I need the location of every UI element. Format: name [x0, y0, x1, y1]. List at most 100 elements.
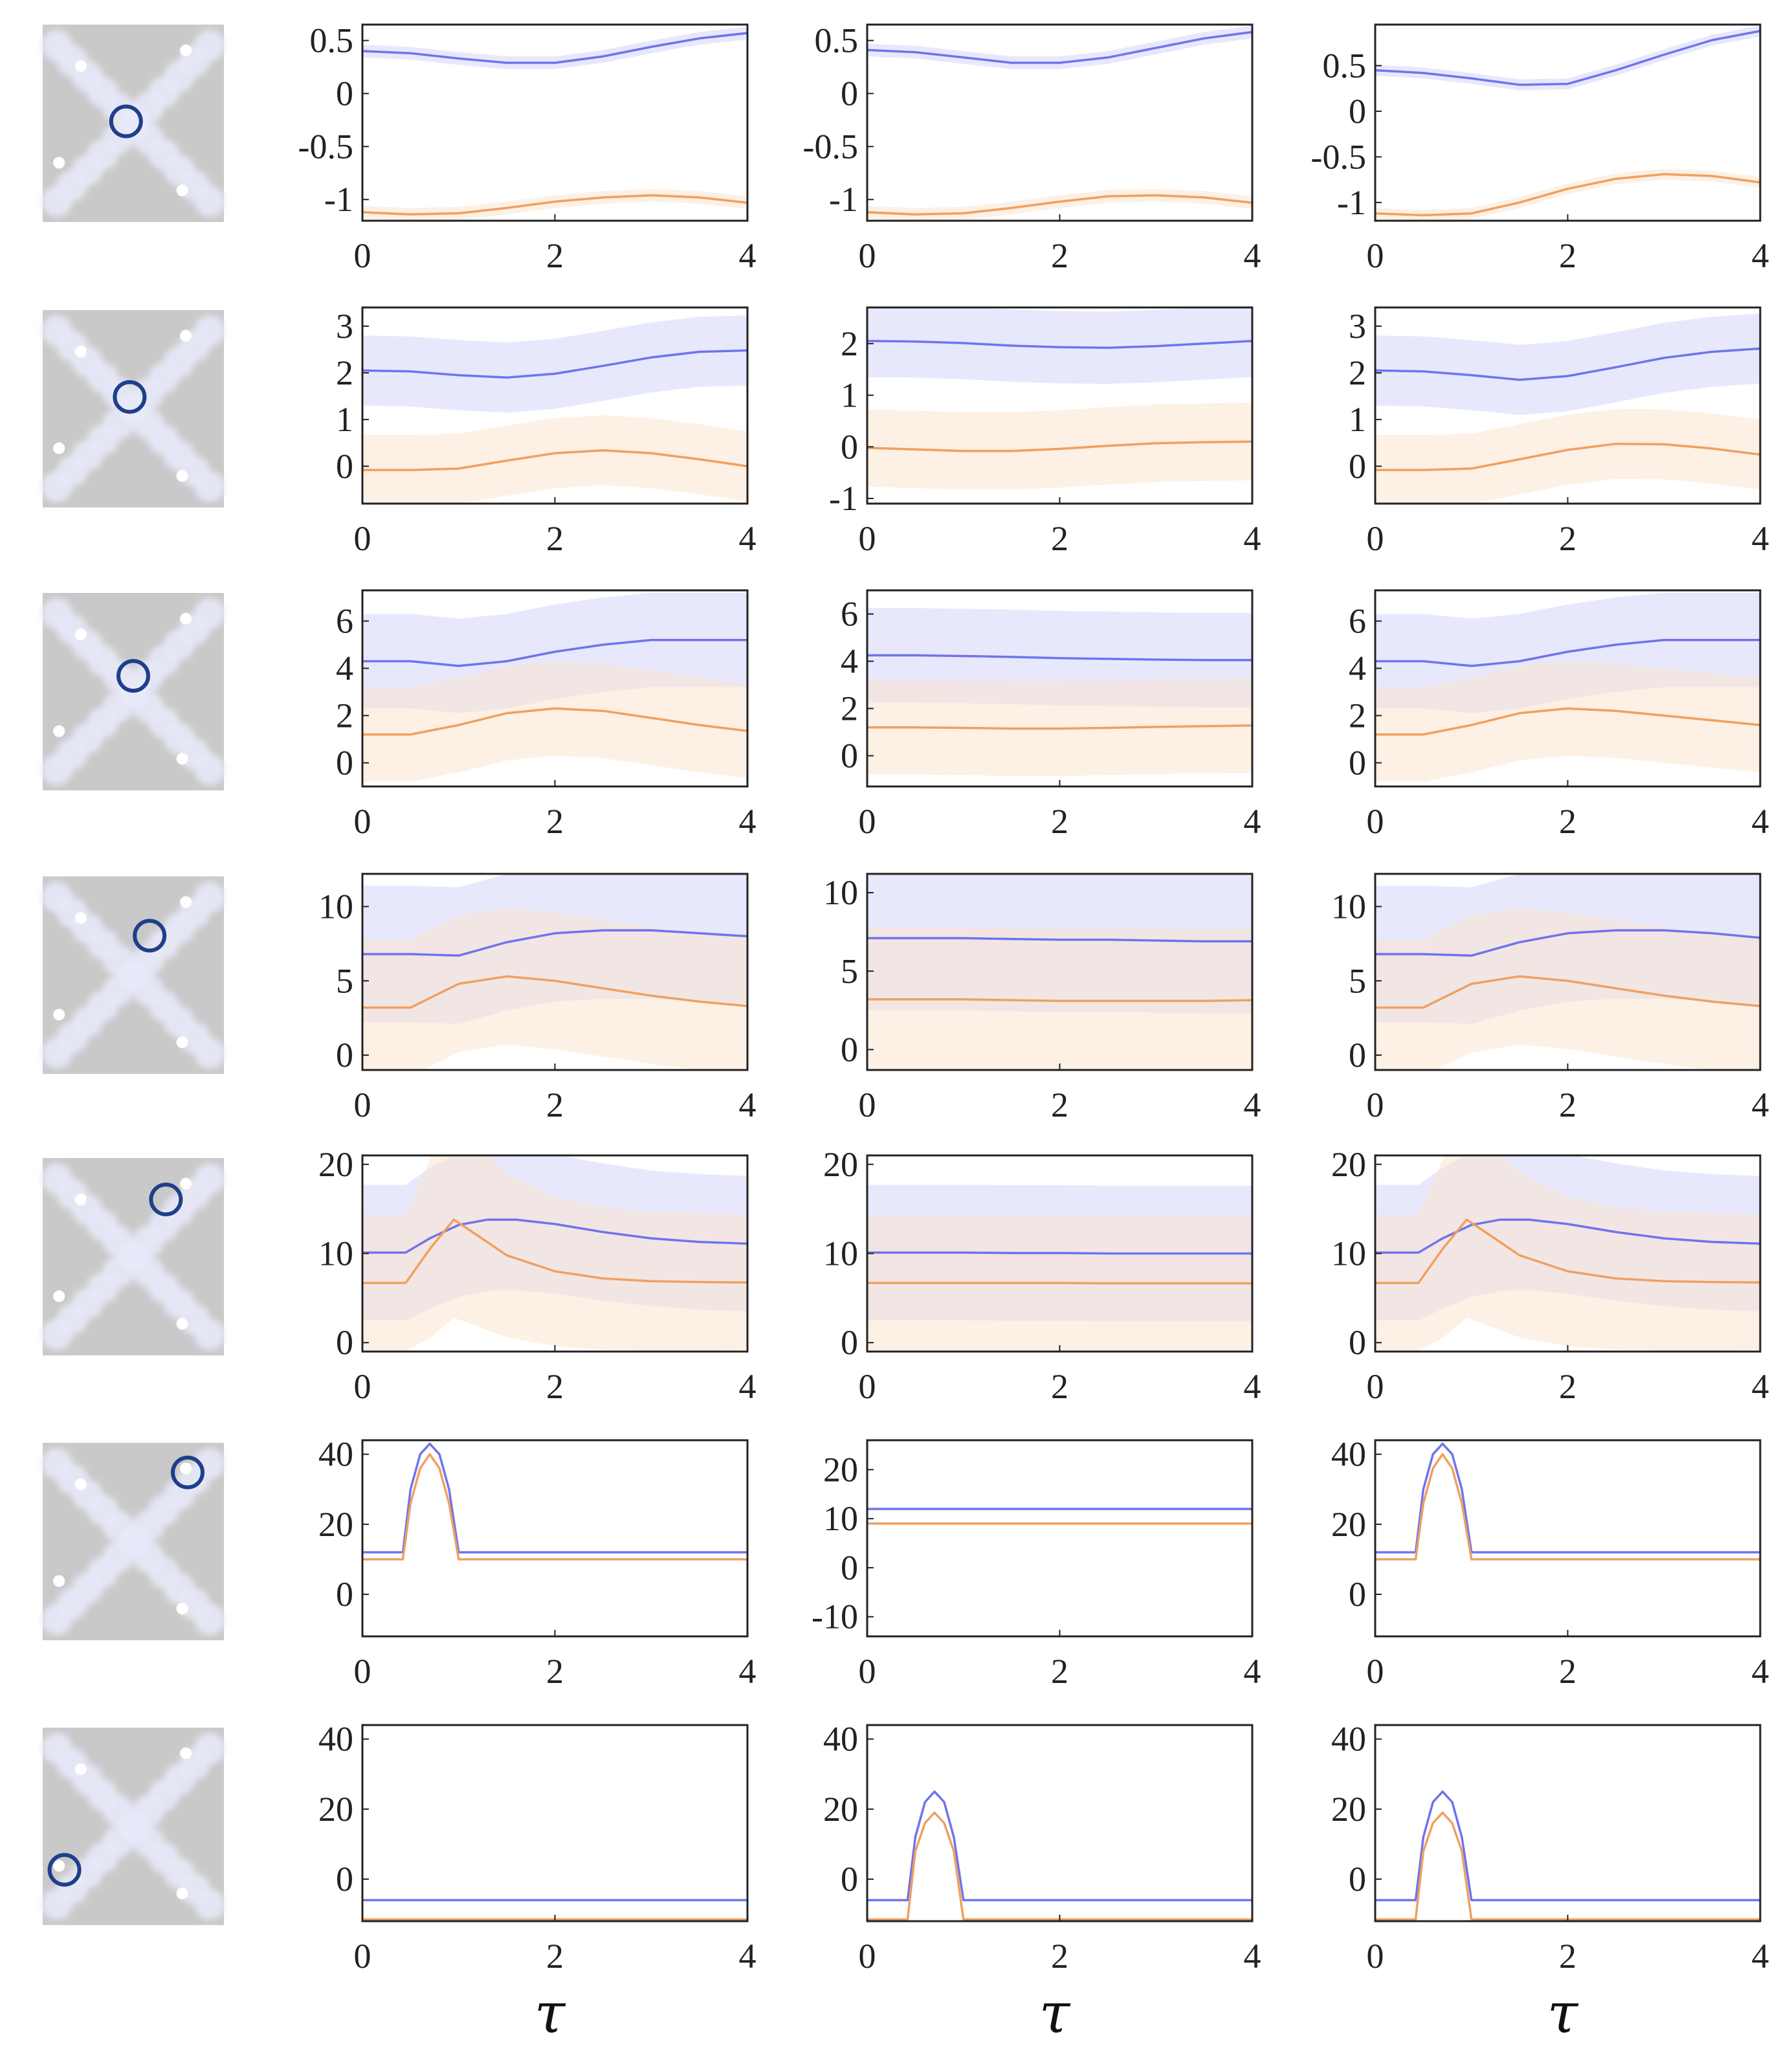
subplot-r3-c2: 0 2 4 6 4 2 0 — [841, 589, 1261, 841]
blue-series-line — [362, 1218, 747, 1254]
orange-uncertainty-band — [1375, 1155, 1760, 1351]
x-tick-label: 4 — [739, 1367, 757, 1406]
x-tick-label: 0 — [859, 519, 876, 558]
x-tick-label: 2 — [546, 236, 564, 275]
y-tick-label: -10 — [812, 1598, 858, 1636]
y-tick-label: -1 — [1337, 183, 1366, 222]
x-tick-label: 0 — [354, 1367, 371, 1406]
blue-series-line — [362, 638, 747, 667]
corner-dot — [180, 612, 192, 625]
x-tick-label: 0 — [354, 802, 371, 841]
y-tick-label: 20 — [823, 1790, 858, 1829]
blue-series-line — [1375, 929, 1760, 957]
y-tick-label: 0 — [841, 1030, 858, 1069]
subplot-r7-c1: 0 2 4 40 20 0 — [318, 1720, 757, 1976]
x-tick-label: 4 — [1752, 1937, 1769, 1976]
y-tick-label: 4 — [336, 649, 353, 687]
orange-uncertainty-band — [1375, 908, 1760, 1070]
x-tick-label: 0 — [859, 1086, 876, 1124]
corner-dot — [176, 470, 188, 482]
x-shape — [41, 882, 225, 1069]
x-shape — [41, 598, 225, 785]
plot-area — [362, 1725, 747, 1921]
blue-series-line — [1375, 347, 1760, 381]
x-tick-label: 2 — [1559, 1367, 1576, 1406]
y-tick-label: 0 — [336, 447, 353, 485]
y-tick-label: 10 — [823, 873, 858, 912]
corner-dot — [74, 1478, 87, 1491]
y-tick-label: 0 — [336, 1323, 353, 1362]
y-tick-label: 20 — [318, 1145, 353, 1184]
x-tick-label: 0 — [354, 519, 371, 558]
plot-area — [867, 1440, 1252, 1636]
y-tick-label: 10 — [823, 1499, 858, 1538]
y-tick-label: -0.5 — [1311, 137, 1366, 176]
corner-dot — [53, 1290, 65, 1302]
corner-dot — [176, 1318, 188, 1330]
y-tick-label: -0.5 — [298, 127, 353, 166]
corner-dot — [53, 1860, 65, 1872]
corner-dot — [74, 1194, 87, 1206]
subplot-r2-c1: 0 2 4 3 2 1 0 — [336, 306, 757, 558]
corner-dot — [53, 157, 65, 169]
x-tick-label: 2 — [546, 1367, 564, 1406]
marker-circle — [133, 919, 167, 953]
x-tick-label: 2 — [1051, 519, 1068, 558]
marker-thumbnail — [41, 876, 225, 1074]
x-tick-label: 2 — [1559, 236, 1576, 275]
subplot-r2-c3: 0 2 4 3 2 1 0 — [1349, 306, 1769, 558]
x-tick-label: 4 — [739, 802, 757, 841]
corner-dot — [74, 629, 87, 641]
blue-series-line — [867, 30, 1252, 64]
y-tick-label: 20 — [318, 1790, 353, 1829]
x-tick-label: 2 — [1051, 236, 1068, 275]
blue-uncertainty-band — [1375, 25, 1760, 91]
y-tick-label: 6 — [841, 595, 858, 634]
y-tick-label: 0 — [1349, 1575, 1366, 1614]
marker-thumbnail — [41, 593, 225, 790]
y-tick-label: 2 — [1349, 353, 1366, 392]
x-tick-label: 2 — [546, 519, 564, 558]
y-tick-label: 0 — [336, 1575, 353, 1614]
x-tick-label: 4 — [1244, 236, 1261, 275]
x-tick-label: 0 — [1367, 1937, 1384, 1976]
x-tick-label: 2 — [546, 1937, 564, 1976]
x-tick-label: 4 — [1752, 802, 1769, 841]
subplot-r4-c1: 0 2 4 10 5 0 — [318, 873, 757, 1124]
corner-dot — [180, 1177, 192, 1190]
y-tick-label: 0 — [1349, 447, 1366, 485]
y-tick-label: 2 — [841, 689, 858, 728]
x-tick-label: 4 — [739, 1652, 757, 1691]
x-tick-label: 0 — [354, 1086, 371, 1124]
subplot-r3-c3: 0 2 4 6 4 2 0 — [1349, 589, 1769, 841]
y-tick-label: 10 — [318, 887, 353, 926]
x-tick-label: 4 — [1244, 519, 1261, 558]
x-tick-label: 4 — [1752, 1652, 1769, 1691]
y-tick-label: 0 — [1349, 92, 1366, 131]
x-tick-label: 2 — [1559, 1937, 1576, 1976]
corner-dot — [180, 329, 192, 342]
orange-series-line — [867, 440, 1252, 452]
x-tick-label: 4 — [1244, 1367, 1261, 1406]
x-tick-label: 4 — [1244, 802, 1261, 841]
x-tick-label: 4 — [739, 1086, 757, 1124]
y-tick-label: 2 — [336, 353, 353, 392]
blue-series-line — [1375, 30, 1760, 86]
y-tick-label: 20 — [1331, 1505, 1366, 1544]
x-tick-label: 0 — [1367, 1367, 1384, 1406]
y-tick-label: 40 — [1331, 1435, 1366, 1474]
subplot-r1-c3: 0 2 4 0.5 0 -0.5 -1 — [1311, 23, 1769, 275]
x-tick-label: 2 — [1559, 1086, 1576, 1124]
y-tick-label: 2 — [841, 324, 858, 363]
y-tick-label: 0 — [336, 743, 353, 782]
orange-series-line — [867, 1811, 1252, 1921]
y-tick-label: -1 — [324, 180, 353, 219]
corner-dot — [74, 346, 87, 358]
blue-uncertainty-band — [362, 315, 747, 413]
x-tick-label: 4 — [739, 236, 757, 275]
orange-series-line — [867, 1282, 1252, 1285]
subplot-r5-c2: 0 2 4 20 10 0 — [823, 1145, 1261, 1406]
marker-circle — [109, 104, 143, 139]
